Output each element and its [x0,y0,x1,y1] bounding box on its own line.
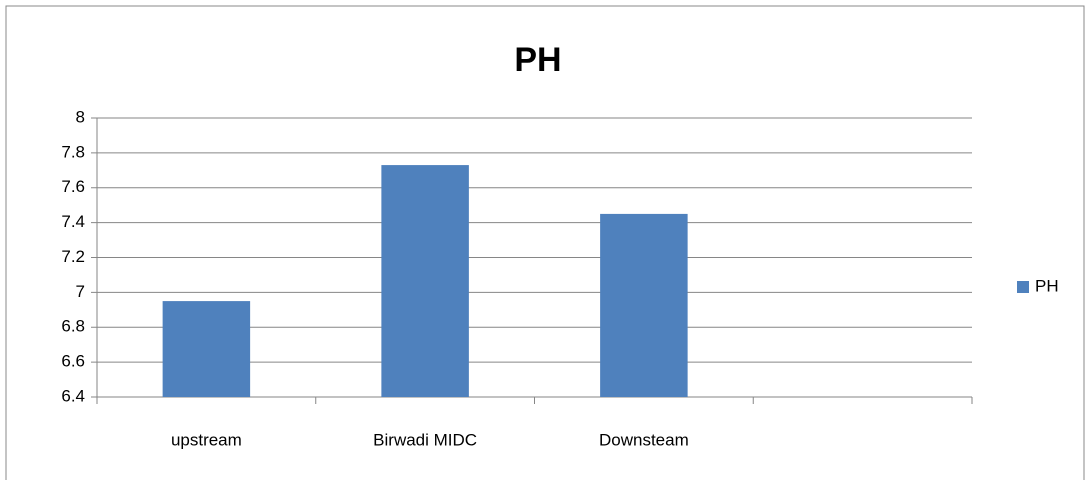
y-tick-label: 6.4 [61,386,85,405]
bar [381,165,469,397]
chart-title: PH [514,41,561,79]
bar [600,213,688,397]
y-tick-label: 7.8 [61,142,85,161]
chart-border [5,5,1085,480]
y-tick-label: 7.6 [61,177,85,196]
y-tick-label: 6.8 [61,317,85,336]
y-tick-label: 7 [76,282,85,301]
x-tick-label: Downsteam [599,430,689,449]
x-tick-label: Birwadi MIDC [373,430,477,449]
x-tick-label: upstream [171,430,242,449]
y-tick-label: 6.6 [61,352,85,371]
y-tick-label: 7.4 [61,212,85,231]
bar [162,301,251,397]
y-tick-label: 8 [76,107,85,126]
legend-swatch [1017,281,1029,293]
legend-label: PH [1035,276,1059,295]
y-tick-label: 7.2 [61,247,85,266]
